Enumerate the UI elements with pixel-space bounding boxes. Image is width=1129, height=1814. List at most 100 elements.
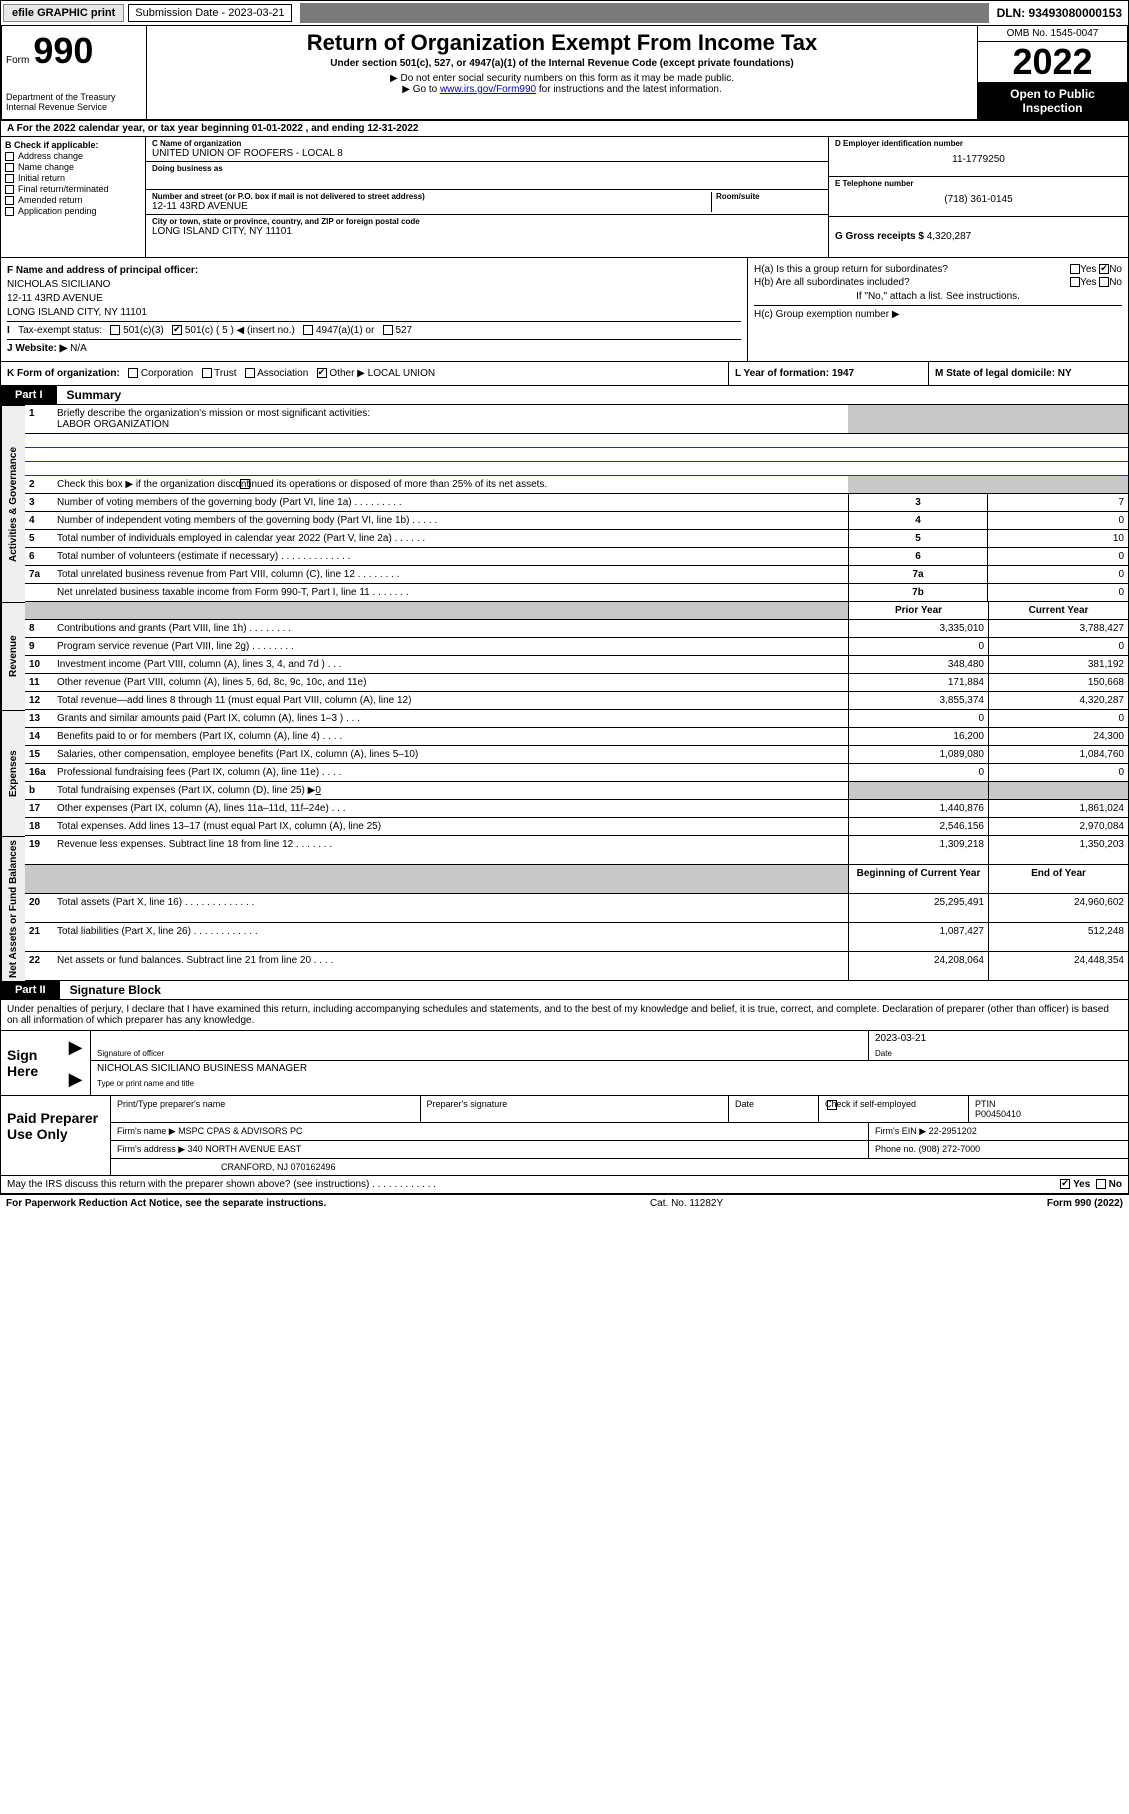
c16b-shade [988, 782, 1128, 800]
p18: 2,546,156 [848, 818, 988, 836]
cell-gross-receipts: G Gross receipts $ 4,320,287 [829, 217, 1128, 257]
col-c: C Name of organization UNITED UNION OF R… [146, 137, 828, 257]
line-10: Investment income (Part VIII, column (A)… [53, 656, 812, 674]
part-1-header: Part I Summary [0, 386, 1129, 405]
irs-link[interactable]: www.irs.gov/Form990 [440, 84, 536, 95]
ruled-line-2 [25, 448, 1128, 462]
hdr-current-year: Current Year [988, 602, 1128, 620]
hdr-eoy: End of Year [988, 865, 1128, 894]
cell-ein: D Employer identification number 11-1779… [829, 137, 1128, 177]
val-5: 10 [988, 530, 1128, 548]
form-subtitle: Under section 501(c), 527, or 4947(a)(1)… [151, 58, 973, 69]
dept-treasury: Department of the Treasury [6, 92, 142, 102]
omb-number: OMB No. 1545-0047 [978, 26, 1127, 42]
p9: 0 [848, 638, 988, 656]
p22: 24,208,064 [848, 952, 988, 981]
f-officer-addr1: 12-11 43RD AVENUE [7, 293, 741, 304]
chk-final-return[interactable]: Final return/terminated [5, 184, 141, 194]
chk-address-change[interactable]: Address change [5, 151, 141, 161]
p11: 171,884 [848, 674, 988, 692]
i-tax-exempt: I Tax-exempt status: 501(c)(3) 501(c) ( … [7, 325, 741, 336]
cell-street: Number and street (or P.O. box if mail i… [146, 190, 828, 215]
chk-501c5 [172, 325, 182, 335]
k-other-check [317, 368, 327, 378]
line-5: Total number of individuals employed in … [53, 530, 848, 548]
chk-amended-return[interactable]: Amended return [5, 195, 141, 205]
chk-application-pending[interactable]: Application pending [5, 206, 141, 216]
val-7b: 0 [988, 584, 1128, 602]
sig-row-2: NICHOLAS SICILIANO BUSINESS MANAGER Type… [91, 1061, 1128, 1090]
p20: 25,295,491 [848, 894, 988, 923]
hb-row: H(b) Are all subordinates included? Yes … [754, 277, 1122, 288]
topbar: efile GRAPHIC print Submission Date - 20… [0, 0, 1129, 26]
part-1-title: Summary [57, 388, 122, 402]
chk-initial-return[interactable]: Initial return [5, 173, 141, 183]
line-15: Salaries, other compensation, employee b… [53, 746, 812, 764]
p21: 1,087,427 [848, 923, 988, 952]
hdr-prior-year: Prior Year [848, 602, 988, 620]
block-h: H(a) Is this a group return for subordin… [748, 258, 1128, 361]
val-3: 7 [988, 494, 1128, 512]
col-b: B Check if applicable: Address change Na… [1, 137, 146, 257]
p16a: 0 [848, 764, 988, 782]
line-3: Number of voting members of the governin… [53, 494, 848, 512]
line-18: Total expenses. Add lines 13–17 (must eq… [53, 818, 812, 836]
c11: 150,668 [988, 674, 1128, 692]
note-ssn: ▶ Do not enter social security numbers o… [151, 73, 973, 84]
p10: 348,480 [848, 656, 988, 674]
line-13: Grants and similar amounts paid (Part IX… [53, 710, 812, 728]
sign-here-label: Sign Here [1, 1031, 61, 1095]
line-21: Total liabilities (Part X, line 26) . . … [53, 923, 812, 952]
sig-declaration: Under penalties of perjury, I declare th… [0, 1000, 1129, 1031]
line-20: Total assets (Part X, line 16) . . . . .… [53, 894, 812, 923]
chk-name-change[interactable]: Name change [5, 162, 141, 172]
p16b [848, 782, 988, 800]
cell-dba: Doing business as [146, 162, 828, 190]
part-2-header: Part II Signature Block [0, 981, 1129, 1000]
c13: 0 [988, 710, 1128, 728]
paid-preparer-block: Paid Preparer Use Only Print/Type prepar… [0, 1096, 1129, 1176]
p14: 16,200 [848, 728, 988, 746]
cell-telephone: E Telephone number (718) 361-0145 [829, 177, 1128, 217]
sign-arrows: ▶▶ [61, 1031, 91, 1095]
line-16b: Total fundraising expenses (Part IX, col… [53, 782, 812, 800]
header-mid: Return of Organization Exempt From Incom… [147, 26, 977, 119]
line-17: Other expenses (Part IX, column (A), lin… [53, 800, 812, 818]
m-state-domicile: M State of legal domicile: NY [928, 362, 1128, 385]
form-word: Form [6, 55, 29, 66]
prep-row-1: Print/Type preparer's name Preparer's si… [111, 1096, 1128, 1123]
sig-row-1: Signature of officer 2023-03-21Date [91, 1031, 1128, 1061]
part-2-tab: Part II [1, 981, 60, 999]
line-12: Total revenue—add lines 8 through 11 (mu… [53, 692, 812, 710]
line-4: Number of independent voting members of … [53, 512, 848, 530]
col-deg: D Employer identification number 11-1779… [828, 137, 1128, 257]
val-7a: 0 [988, 566, 1128, 584]
paid-preparer-label: Paid Preparer Use Only [1, 1096, 111, 1175]
line-6: Total number of volunteers (estimate if … [53, 548, 848, 566]
c9: 0 [988, 638, 1128, 656]
row-klm: K Form of organization: Corporation Trus… [0, 362, 1129, 386]
submission-date: Submission Date - 2023-03-21 [128, 4, 291, 22]
efile-print-button[interactable]: efile GRAPHIC print [3, 4, 124, 22]
line-19: Revenue less expenses. Subtract line 18 … [53, 836, 812, 865]
ruled-line-3 [25, 462, 1128, 476]
form-header: Form 990 Department of the Treasury Inte… [0, 26, 1129, 121]
block-fhij: F Name and address of principal officer:… [0, 258, 1129, 362]
header-right: OMB No. 1545-0047 2022 Open to Public In… [977, 26, 1127, 119]
row-a-taxyear: A For the 2022 calendar year, or tax yea… [0, 121, 1129, 137]
c14: 24,300 [988, 728, 1128, 746]
c18: 2,970,084 [988, 818, 1128, 836]
ha-row: H(a) Is this a group return for subordin… [754, 264, 1122, 275]
line-2: Check this box ▶ if the organization dis… [53, 476, 848, 494]
cell-city: City or town, state or province, country… [146, 215, 828, 239]
c8: 3,788,427 [988, 620, 1128, 638]
page-footer: For Paperwork Reduction Act Notice, see … [0, 1194, 1129, 1212]
line-11: Other revenue (Part VIII, column (A), li… [53, 674, 812, 692]
header-left: Form 990 Department of the Treasury Inte… [2, 26, 147, 119]
p17: 1,440,876 [848, 800, 988, 818]
line-9: Program service revenue (Part VIII, line… [53, 638, 812, 656]
block-fij: F Name and address of principal officer:… [1, 258, 748, 361]
footer-right: Form 990 (2022) [1047, 1198, 1123, 1209]
hc-row: H(c) Group exemption number ▶ [754, 309, 1122, 320]
l-year-formation: L Year of formation: 1947 [728, 362, 928, 385]
